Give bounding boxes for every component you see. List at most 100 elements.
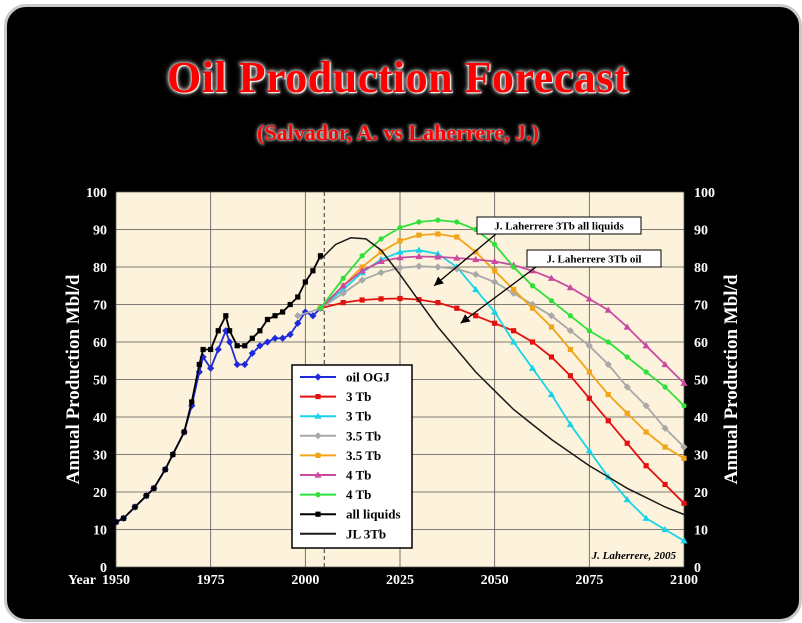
data-point [643,463,649,469]
legend-item: 3 Tb [300,389,371,404]
data-point [170,451,176,458]
data-point [378,249,384,255]
data-point [151,485,157,491]
data-point [397,295,403,302]
data-point [566,327,574,335]
data-point [604,306,612,313]
data-point [434,253,442,260]
data-point [378,296,384,302]
data-point [662,384,668,390]
data-point [681,500,687,506]
y-tick-label-right: 70 [694,299,708,314]
data-point [358,267,366,274]
legend-label: JL 3Tb [346,526,386,541]
data-point [120,515,127,521]
y-tick-label-left: 30 [93,449,107,464]
data-point [132,504,138,510]
x-tick-label: 1950 [102,573,130,588]
legend-item: all liquids [300,507,401,522]
data-point [567,346,573,353]
data-point [315,511,321,517]
data-point [585,447,593,454]
data-point [643,429,649,435]
y-tick-label-left: 40 [93,411,107,426]
data-point [548,354,555,360]
data-point [223,313,229,319]
data-point [472,285,480,293]
data-point [681,403,687,409]
data-point [473,313,479,319]
series-line [319,255,685,384]
data-point [585,342,593,350]
data-point [434,263,442,271]
data-point [310,268,316,274]
annotation-arrow [460,266,537,324]
annotation-box [476,216,642,235]
annotation-1: J. Laherrere 3Tb oil [460,249,662,324]
y-tick-label-right: 90 [694,224,708,239]
data-point [605,391,611,398]
data-point [196,361,202,368]
x-tick-label: 1975 [197,573,225,588]
data-point [681,455,687,461]
slide-subtitle: (Salvador, A. vs Laherrere, J.) [257,120,539,145]
data-point [279,334,287,342]
data-point [294,312,302,320]
data-point [257,328,263,334]
data-point [302,279,308,285]
data-point [453,265,461,273]
data-point [339,282,347,289]
data-point [339,285,347,293]
data-point [248,349,256,357]
data-point [214,345,222,354]
data-point [661,525,669,533]
legend-box [291,364,413,549]
data-point [623,495,631,503]
legend-label: oil OGJ [346,370,390,385]
data-point [397,225,403,231]
data-point [315,492,321,498]
y-tick-label-left: 80 [93,261,107,276]
data-point [207,364,215,372]
y-tick-label-right: 10 [694,524,708,539]
data-point [359,297,365,303]
data-point [642,514,650,521]
legend-item: 3.5 Tb [300,428,381,443]
data-point [680,379,688,386]
slide-title: Oil Production Forecast [166,53,630,102]
data-point [510,338,518,345]
data-point [529,339,536,345]
data-point [624,410,630,416]
annotation-0: J. Laherrere 3Tb all liquids [433,216,642,287]
data-point [249,335,255,341]
data-point [263,338,272,346]
data-point [680,443,688,451]
data-point [624,354,630,360]
y-tick-label-left: 10 [93,524,107,539]
annotation-box [526,249,662,268]
data-point [642,402,650,410]
data-point [397,238,403,244]
data-point [359,253,365,259]
y-tick-label-left: 60 [93,336,107,351]
data-point [491,278,499,286]
data-point [271,334,279,342]
data-point [643,369,649,375]
data-point [492,268,498,274]
data-point [605,418,611,424]
legend-label: 3.5 Tb [346,428,381,443]
legend-item: 4 Tb [300,487,371,502]
credit-text: J. Laherrere, 2005 [591,550,677,562]
data-point [295,294,301,300]
legend-label: all liquids [346,507,401,522]
data-point [642,342,650,349]
data-point [315,452,321,458]
data-point [314,412,322,419]
data-point [189,399,195,405]
legend-item: oil OGJ [300,370,390,385]
data-point [416,219,422,225]
y-tick-label-right: 60 [694,336,708,351]
series-7 [113,253,324,525]
annotation-text: J. Laherrere 3Tb oil [547,254,642,266]
data-point [567,313,574,319]
